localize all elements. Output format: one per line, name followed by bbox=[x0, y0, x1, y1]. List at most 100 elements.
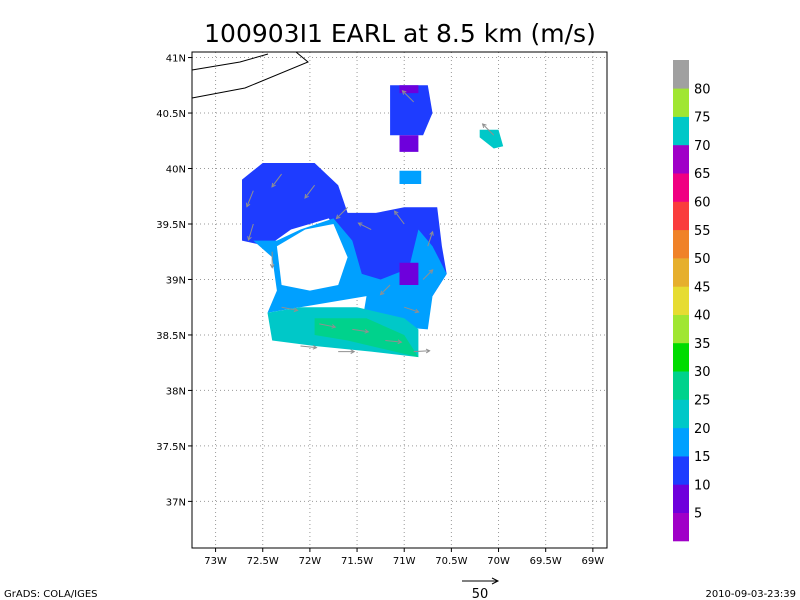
colorbar-label: 50 bbox=[694, 252, 711, 267]
wind-vector-head bbox=[397, 339, 403, 345]
wind-vectors bbox=[245, 89, 495, 354]
speed-region bbox=[399, 262, 419, 285]
colorbar-segment bbox=[673, 60, 689, 89]
wind-vector-head bbox=[331, 324, 337, 329]
wind-vector-head bbox=[271, 182, 276, 188]
colorbar: 5 10 15 20 25 30 35 40 45 50 55 60 65 70 75 80 bbox=[673, 60, 711, 542]
x-tick-label: 72W bbox=[299, 556, 322, 567]
colorbar-segment bbox=[673, 286, 689, 315]
colorbar-label: 65 bbox=[694, 167, 711, 182]
x-tick-label: 71.5W bbox=[341, 556, 373, 567]
wind-vector-head bbox=[269, 263, 275, 269]
speed-region bbox=[479, 129, 504, 149]
colorbar-segment bbox=[673, 456, 689, 485]
colorbar-label: 80 bbox=[694, 82, 711, 97]
wind-vector-head bbox=[357, 222, 363, 227]
wind-vector-head bbox=[393, 210, 399, 216]
y-tick-label: 37.5N bbox=[156, 442, 186, 453]
colorbar-label: 5 bbox=[694, 507, 702, 522]
wind-vector-head bbox=[335, 214, 341, 220]
wind-vector bbox=[380, 284, 391, 295]
y-tick-label: 38.5N bbox=[156, 331, 186, 342]
coastline-south bbox=[191, 51, 309, 99]
wind-vector bbox=[422, 269, 434, 280]
wind-vector bbox=[482, 123, 495, 136]
colorbar-label: 20 bbox=[694, 422, 711, 437]
footer-left: GrADS: COLA/IGES bbox=[4, 589, 98, 600]
wind-vector-head bbox=[481, 123, 487, 129]
wind-vector-head bbox=[247, 235, 252, 241]
vector-scale-key: 50 bbox=[462, 577, 500, 600]
wind-vector-head bbox=[425, 348, 431, 354]
y-tick-label: 38N bbox=[166, 386, 186, 397]
wind-vector bbox=[248, 223, 254, 241]
wind-vector-head bbox=[364, 329, 370, 334]
wind-vector-head bbox=[429, 230, 434, 236]
y-tick-label: 37N bbox=[166, 497, 186, 508]
wind-vector bbox=[394, 210, 405, 225]
chart-title: 100903I1 EARL at 8.5 km (m/s) bbox=[204, 19, 596, 48]
wind-vector-head bbox=[304, 193, 309, 199]
y-tick-label: 40.5N bbox=[156, 109, 186, 120]
speed-region bbox=[314, 318, 419, 358]
y-tick-label: 39N bbox=[166, 275, 186, 286]
wind-vector-head bbox=[428, 269, 434, 274]
vector-scale-label: 50 bbox=[472, 587, 489, 600]
colorbar-segment bbox=[673, 399, 689, 429]
colorbar-label: 45 bbox=[694, 280, 711, 295]
plot-border bbox=[191, 51, 608, 549]
wind-vector bbox=[352, 328, 369, 333]
wind-vector bbox=[402, 90, 415, 103]
x-tick-label: 71W bbox=[393, 556, 416, 567]
wind-vector-head bbox=[414, 308, 420, 314]
no-data-region bbox=[276, 224, 348, 291]
plot-area bbox=[191, 51, 608, 549]
speed-region bbox=[242, 163, 447, 297]
coastline bbox=[191, 51, 309, 99]
wind-vector-head bbox=[350, 349, 356, 354]
speed-region bbox=[390, 85, 433, 136]
speed-region bbox=[399, 170, 422, 184]
x-tick-label: 69W bbox=[582, 556, 605, 567]
colorbar-label: 25 bbox=[694, 394, 711, 409]
colorbar-segment bbox=[673, 342, 689, 372]
wind-vector bbox=[427, 231, 434, 247]
colorbar-segment bbox=[673, 201, 689, 231]
wind-vector-head bbox=[401, 89, 407, 95]
colorbar-label: 30 bbox=[694, 365, 711, 380]
colorbar-segment bbox=[673, 144, 689, 174]
colorbar-label: 40 bbox=[694, 309, 711, 324]
wind-vector bbox=[385, 340, 402, 343]
wind-vector-head bbox=[293, 307, 299, 313]
wind-vector bbox=[246, 190, 254, 207]
colorbar-label: 75 bbox=[694, 111, 711, 126]
wind-vector bbox=[404, 306, 419, 313]
colorbar-segment bbox=[673, 173, 689, 202]
footer-right: 2010-09-03-23:39 bbox=[705, 589, 796, 600]
colorbar-segment bbox=[673, 314, 689, 344]
wind-vector bbox=[413, 350, 430, 353]
colorbar-segment bbox=[673, 371, 689, 400]
x-tick-label: 69.5W bbox=[530, 556, 562, 567]
vector-scale-arrowhead bbox=[491, 577, 500, 585]
wind-vector bbox=[300, 345, 317, 349]
y-tick-label: 41N bbox=[166, 54, 186, 65]
colorbar-label: 55 bbox=[694, 224, 711, 239]
wind-vector-head bbox=[312, 344, 318, 350]
y-tick-label: 39.5N bbox=[156, 220, 186, 231]
colorbar-segment bbox=[673, 484, 689, 513]
colorbar-label: 10 bbox=[694, 478, 711, 493]
x-axis: 73W 72.5W 72W 71.5W 71W 70.5W 70W 69.5W 69W bbox=[204, 548, 604, 567]
colorbar-segment bbox=[673, 258, 689, 287]
wind-vector bbox=[336, 206, 348, 219]
wind-vector bbox=[319, 323, 336, 328]
colorbar-label: 70 bbox=[694, 139, 711, 154]
colorbar-segment bbox=[673, 229, 689, 259]
wind-speed-field bbox=[242, 85, 504, 358]
y-axis: 37N 37.5N 38N 38.5N 39N 39.5N 40N 40.5N 41N bbox=[156, 54, 192, 508]
colorbar-label: 35 bbox=[694, 337, 711, 352]
wind-vector-head bbox=[379, 290, 385, 296]
x-tick-label: 70.5W bbox=[435, 556, 467, 567]
x-tick-label: 70W bbox=[487, 556, 510, 567]
